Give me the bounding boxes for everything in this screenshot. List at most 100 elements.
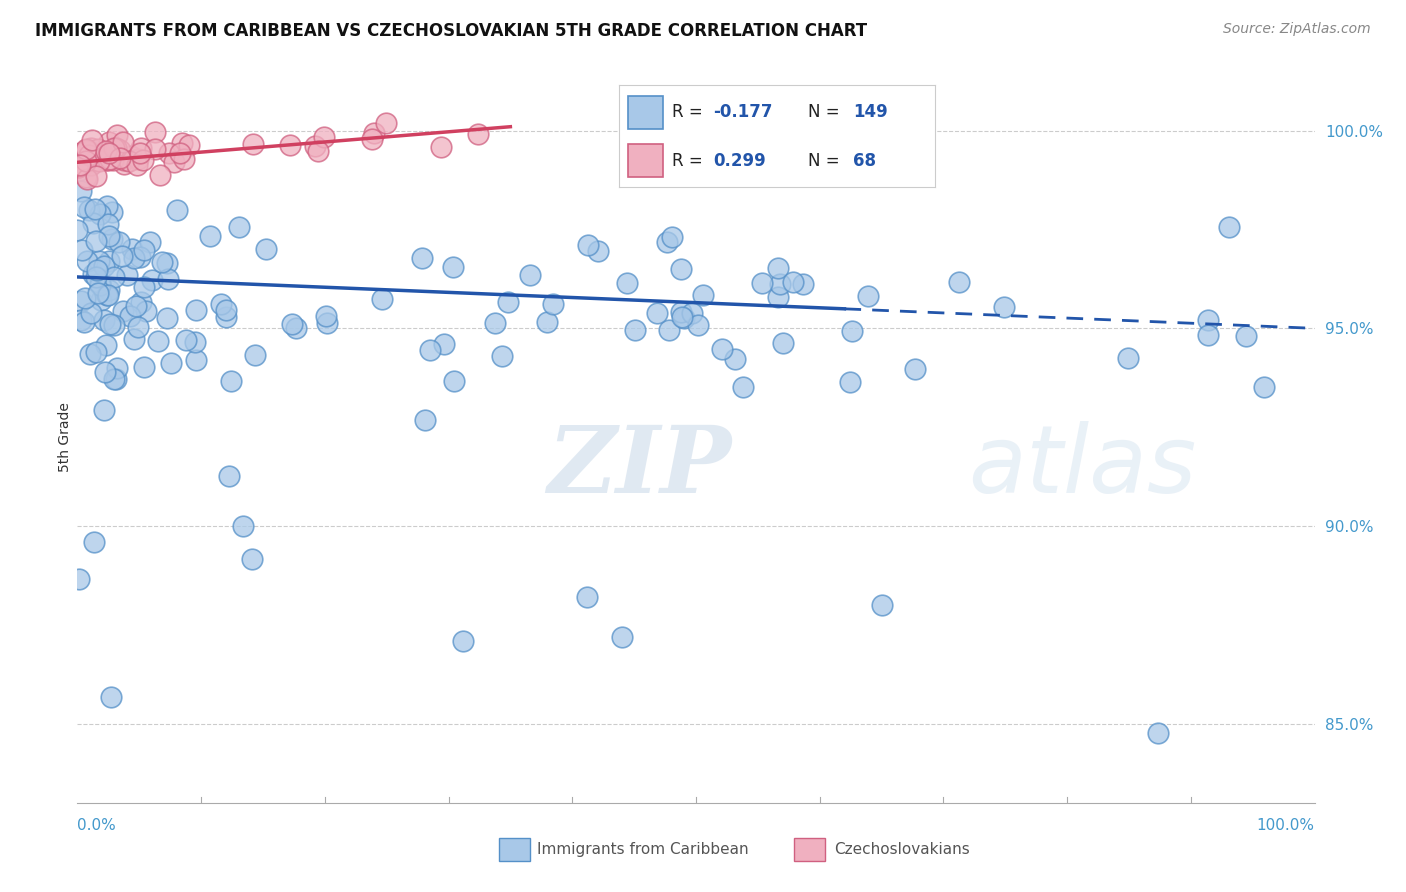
Point — [111, 249, 134, 263]
Text: N =: N = — [808, 152, 845, 169]
Point — [242, 136, 264, 151]
Point — [79, 347, 101, 361]
Point — [166, 202, 188, 217]
Point — [103, 318, 125, 332]
Point — [711, 343, 734, 357]
Point — [82, 267, 104, 281]
Point — [413, 413, 436, 427]
Point — [215, 303, 238, 318]
Y-axis label: 5th Grade: 5th Grade — [58, 402, 72, 472]
Text: -0.177: -0.177 — [713, 103, 773, 121]
Point — [97, 288, 120, 302]
Point — [112, 135, 135, 149]
Point — [98, 318, 121, 332]
Point — [1218, 219, 1240, 234]
Point — [96, 153, 118, 167]
Point — [132, 153, 155, 168]
Point — [67, 147, 90, 161]
Point — [278, 137, 301, 152]
Point — [80, 155, 103, 169]
Point — [156, 310, 179, 325]
Point — [79, 306, 101, 320]
Point — [84, 270, 107, 285]
Point — [1116, 351, 1139, 366]
Point — [122, 332, 145, 346]
Point — [83, 534, 105, 549]
Point — [751, 276, 773, 290]
Point — [139, 235, 162, 249]
Point — [159, 355, 181, 369]
Point — [93, 259, 115, 273]
Point — [100, 690, 122, 704]
Point — [76, 172, 98, 186]
Point — [75, 142, 97, 156]
Point — [97, 153, 120, 168]
Point — [100, 152, 122, 166]
Point — [411, 251, 433, 265]
Point — [105, 128, 128, 143]
Point — [254, 242, 277, 256]
Point — [484, 316, 506, 330]
Bar — [628, 96, 664, 128]
Point — [993, 301, 1015, 315]
Point — [661, 230, 683, 244]
Point — [76, 169, 98, 184]
Point — [87, 286, 110, 301]
Point — [112, 153, 135, 167]
Point — [94, 144, 117, 158]
Point — [948, 276, 970, 290]
Text: Source: ZipAtlas.com: Source: ZipAtlas.com — [1223, 22, 1371, 37]
Point — [94, 337, 117, 351]
Point — [73, 200, 96, 214]
Point — [360, 132, 382, 146]
Point — [70, 184, 93, 198]
Point — [491, 349, 513, 363]
Point — [768, 289, 790, 303]
Point — [127, 152, 149, 166]
Point — [66, 223, 89, 237]
Point — [163, 155, 186, 169]
Text: 149: 149 — [852, 103, 887, 121]
Point — [100, 232, 122, 246]
Point — [655, 235, 678, 249]
Point — [97, 217, 120, 231]
Point — [576, 238, 599, 252]
Point — [536, 315, 558, 329]
Point — [433, 336, 456, 351]
Point — [240, 551, 263, 566]
Text: 100.0%: 100.0% — [1257, 818, 1315, 832]
Point — [315, 309, 337, 323]
Text: R =: R = — [672, 103, 709, 121]
Point — [79, 148, 101, 162]
Point — [66, 159, 89, 173]
Point — [183, 335, 205, 350]
Point — [363, 126, 385, 140]
Point — [1253, 379, 1275, 393]
Point — [104, 372, 127, 386]
Point — [838, 376, 860, 390]
Point — [98, 136, 121, 150]
Point — [67, 161, 90, 175]
Point — [686, 318, 709, 332]
Point — [70, 293, 93, 308]
Point — [97, 145, 120, 160]
Point — [135, 304, 157, 318]
Point — [184, 353, 207, 368]
Point — [176, 333, 198, 347]
Point — [77, 202, 100, 217]
Point — [671, 310, 693, 324]
Bar — [628, 145, 664, 177]
Point — [129, 145, 152, 160]
Point — [96, 199, 118, 213]
Point — [186, 303, 208, 318]
Point — [782, 276, 804, 290]
Point — [215, 310, 238, 325]
Point — [129, 295, 152, 310]
Point — [443, 375, 465, 389]
Text: 68: 68 — [852, 152, 876, 169]
Point — [89, 153, 111, 168]
Point — [221, 374, 243, 388]
Point — [623, 323, 645, 337]
Point — [75, 144, 97, 158]
Point — [419, 343, 441, 357]
